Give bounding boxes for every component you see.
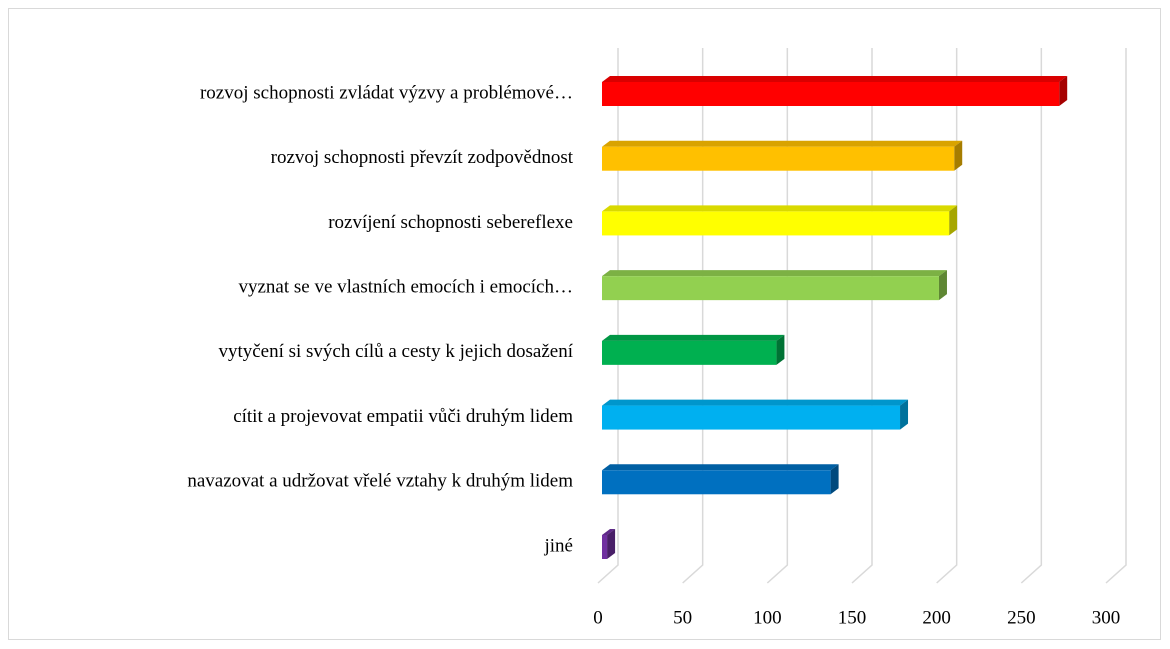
bar <box>602 211 950 236</box>
grid-line <box>1105 48 1127 584</box>
x-tick-label: 0 <box>593 607 603 628</box>
bar-top <box>602 140 963 147</box>
bar-top <box>602 205 958 212</box>
y-tick-label: cítit a projevovat empatii vůči druhým l… <box>233 406 573 427</box>
bar-top <box>602 464 839 471</box>
bar <box>602 82 1060 106</box>
bar-side <box>1059 76 1068 106</box>
bar <box>602 146 955 171</box>
grid-line <box>1020 48 1043 584</box>
x-tick-label: 300 <box>1092 607 1121 628</box>
bar-top <box>602 76 1068 82</box>
y-tick-label: navazovat a udržovat vřelé vztahy k druh… <box>187 471 573 492</box>
bar-side <box>830 464 839 495</box>
y-tick-label: rozvoj schopnosti zvládat výzvy a problé… <box>200 82 573 103</box>
bar-side <box>900 399 909 430</box>
x-tick-label: 250 <box>1007 607 1036 628</box>
y-tick-label: jiné <box>544 535 574 556</box>
x-tick-label: 150 <box>838 607 867 628</box>
y-tick-label: vytyčení si svých cílů a cesty k jejich … <box>218 341 573 362</box>
bar-top <box>602 270 947 277</box>
bar <box>602 470 831 495</box>
chart-border <box>8 8 1161 640</box>
x-tick-label: 50 <box>673 607 692 628</box>
bar <box>602 340 777 365</box>
bar <box>602 405 901 430</box>
y-tick-label: vyznat se ve vlastních emocích i emocích… <box>239 277 574 298</box>
x-tick-label: 100 <box>753 607 782 628</box>
bar-side <box>949 205 958 236</box>
bar-top <box>602 399 909 406</box>
bar-side <box>607 529 616 559</box>
bar <box>602 535 608 559</box>
y-tick-label: rozvíjení schopnosti sebereflexe <box>328 212 573 233</box>
bar <box>602 276 939 301</box>
bar-top <box>602 334 785 341</box>
x-tick-label: 200 <box>922 607 951 628</box>
bar-side <box>938 270 947 301</box>
y-tick-label: rozvoj schopnosti převzít zodpovědnost <box>271 147 574 168</box>
bar-top <box>602 529 616 535</box>
bar-side <box>954 140 963 171</box>
bar-side <box>776 334 785 365</box>
